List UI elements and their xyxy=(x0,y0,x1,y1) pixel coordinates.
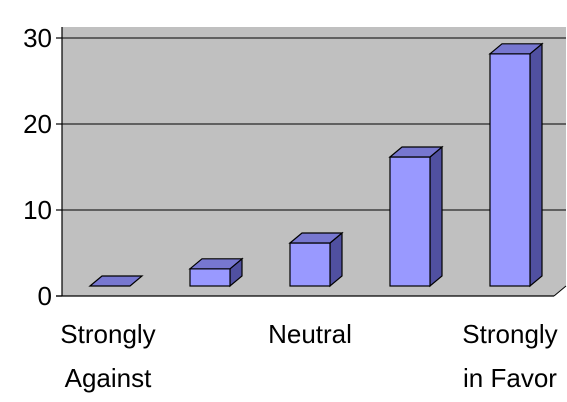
bar-1 xyxy=(188,257,244,288)
bar-top-4 xyxy=(488,43,544,55)
bar-top-2 xyxy=(288,232,344,244)
x-category-label-4: Strongly in Favor xyxy=(462,319,557,393)
gridlines xyxy=(62,37,566,211)
bar-4 xyxy=(488,42,544,288)
bar-3 xyxy=(388,145,444,288)
bar-top-3 xyxy=(388,146,444,158)
y-tick-label-10: 10 xyxy=(23,195,52,225)
bar-2 xyxy=(288,231,344,288)
x-category-label-2: Neutral xyxy=(268,319,352,349)
x-category-label-0: Strongly Against xyxy=(60,319,155,393)
y-axis-ticks: 0 10 20 30 xyxy=(23,23,62,311)
bar-top-0 xyxy=(88,275,144,287)
floor-edge xyxy=(553,285,567,297)
y-tick-label-30: 30 xyxy=(23,23,52,53)
bar-front-4 xyxy=(489,53,531,287)
bar-front-1 xyxy=(189,268,231,287)
y-tick-label-20: 20 xyxy=(23,109,52,139)
bar-side-4 xyxy=(529,42,543,288)
bars xyxy=(88,42,544,288)
y-tick-label-0: 0 xyxy=(38,281,52,311)
bar-top-1 xyxy=(188,258,244,270)
bar-side-3 xyxy=(429,145,443,288)
x-axis-categories: Strongly Against Neutral Strongly in Favor xyxy=(60,319,557,393)
bar-front-2 xyxy=(289,242,331,287)
axes xyxy=(56,27,567,297)
bar-front-3 xyxy=(389,156,431,287)
bar-0 xyxy=(88,275,144,287)
